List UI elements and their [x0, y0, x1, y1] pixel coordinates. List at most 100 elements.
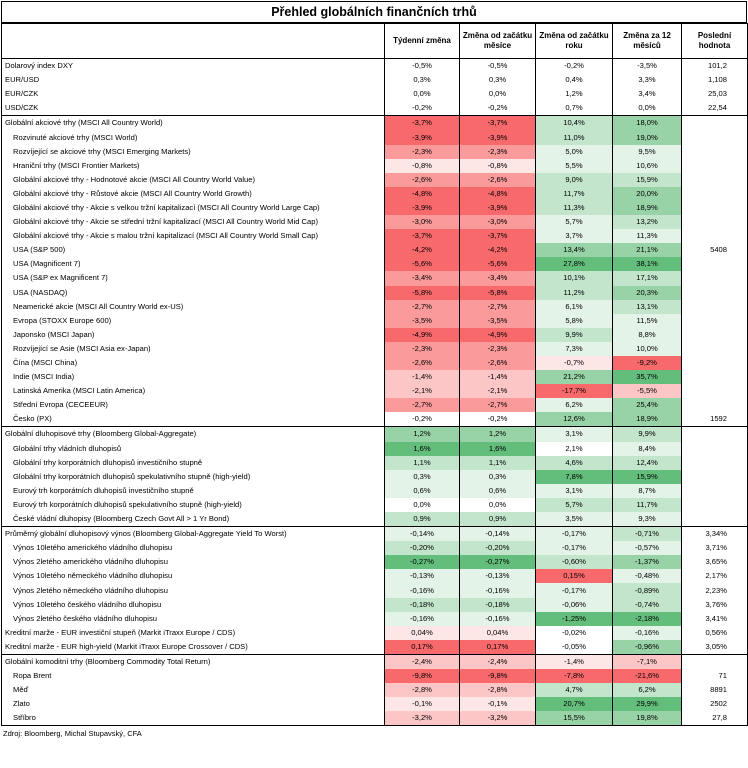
row-label: Rozvinuté akciové trhy (MSCI World): [1, 130, 385, 145]
last-value-cell: [681, 653, 748, 670]
ytd-change-cell: -17,7%: [535, 384, 613, 399]
row-label: Výnos 10letého amerického vládního dluho…: [1, 541, 385, 556]
ytd-change-cell: 6,2%: [535, 398, 613, 413]
weekly-change-cell: 0,04%: [384, 625, 460, 640]
weekly-change-cell: -0,1%: [384, 697, 460, 712]
12m-change-cell: 35,7%: [612, 370, 682, 385]
table-row: Výnos 10letého amerického vládního dluho…: [1, 541, 748, 556]
12m-change-cell: -0,71%: [612, 526, 682, 542]
table-row: České vládní dluhopisy (Bloomberg Czech …: [1, 512, 748, 527]
weekly-change-cell: -0,14%: [384, 526, 460, 542]
table-row: USA (S&P ex Magnificent 7) -3,4% -3,4% 10,1…: [1, 271, 748, 286]
table-row: Výnos 2letého českého vládního dluhopisu…: [1, 611, 748, 626]
weekly-change-cell: -3,4%: [384, 271, 460, 286]
last-value-cell: [681, 285, 748, 300]
table-row: Výnos 2letého německého vládního dluhopi…: [1, 583, 748, 598]
12m-change-cell: 18,0%: [612, 115, 682, 131]
mtd-change-cell: -3,4%: [459, 271, 536, 286]
row-label: Čína (MSCI China): [1, 355, 385, 371]
table-row: Měď -2,8% -2,8% 4,7% 6,2% 8891: [1, 683, 748, 698]
last-value-cell: [681, 341, 748, 356]
ytd-change-cell: 7,8%: [535, 469, 613, 484]
mtd-change-cell: -2,6%: [459, 172, 536, 187]
weekly-change-cell: 0,6%: [384, 483, 460, 498]
last-value-cell: [681, 271, 748, 286]
weekly-change-cell: 1,6%: [384, 441, 460, 456]
table-row: Eurový trh korporátních dluhopisů invest…: [1, 483, 748, 498]
table-row: Globální akciové trhy - Hodnotové akcie …: [1, 172, 748, 187]
table-row: USD/CZK -0,2% -0,2% 0,7% 0,0% 22,54: [1, 101, 748, 116]
weekly-change-cell: -5,8%: [384, 285, 460, 300]
last-value-cell: [681, 483, 748, 498]
weekly-change-cell: -4,2%: [384, 243, 460, 258]
row-label: Ropa Brent: [1, 669, 385, 684]
mtd-change-cell: -2,7%: [459, 299, 536, 314]
table-row: Globální akciové trhy (MSCI All Country …: [1, 115, 748, 131]
table-row: Kreditní marže - EUR investiční stupeň (…: [1, 625, 748, 640]
ytd-change-cell: 21,2%: [535, 370, 613, 385]
row-label: USA (NASDAQ): [1, 285, 385, 300]
ytd-change-cell: 0,7%: [535, 101, 613, 116]
weekly-change-cell: -0,5%: [384, 58, 460, 74]
12m-change-cell: 9,5%: [612, 144, 682, 159]
weekly-change-cell: -3,7%: [384, 115, 460, 131]
row-label: Dolarový index DXY: [1, 58, 385, 74]
ytd-change-cell: -0,2%: [535, 58, 613, 74]
table-row: Globální dluhopisové trhy (Bloomberg Glo…: [1, 426, 748, 442]
12m-change-cell: 11,7%: [612, 497, 682, 512]
12m-change-cell: 3,4%: [612, 87, 682, 102]
weekly-change-cell: -3,2%: [384, 711, 460, 727]
table-row: Globální akciové trhy - Akcie se střední…: [1, 215, 748, 230]
mtd-change-cell: -0,18%: [459, 597, 536, 612]
mtd-change-cell: -4,2%: [459, 243, 536, 258]
ytd-change-cell: 9,9%: [535, 327, 613, 342]
last-value-cell: 1,108: [681, 73, 748, 88]
row-label: Střední Evropa (CECEEUR): [1, 398, 385, 413]
table-row: Čína (MSCI China) -2,6% -2,6% -0,7% -9,2%: [1, 355, 748, 371]
mtd-change-cell: -0,16%: [459, 611, 536, 626]
header-ytd-change: Změna od začátku roku: [535, 23, 613, 59]
ytd-change-cell: 12,6%: [535, 412, 613, 427]
12m-change-cell: 25,4%: [612, 398, 682, 413]
mtd-change-cell: -0,14%: [459, 526, 536, 542]
last-value-cell: 3,34%: [681, 526, 748, 542]
table-row: Hraniční trhy (MSCI Frontier Markets) -0,…: [1, 158, 748, 173]
row-label: Kreditní marže - EUR investiční stupeň (…: [1, 625, 385, 640]
table-row: Evropa (STOXX Europe 600) -3,5% -3,5% 5,8% 1…: [1, 313, 748, 328]
table-row: Rozvinuté akciové trhy (MSCI World) -3,9%…: [1, 130, 748, 145]
12m-change-cell: -1,37%: [612, 555, 682, 570]
table-row: Globální trhy korporátních dluhopisů inv…: [1, 455, 748, 470]
last-value-cell: [681, 186, 748, 201]
last-value-cell: [681, 327, 748, 342]
row-label: Indie (MSCI India): [1, 370, 385, 385]
mtd-change-cell: -2,7%: [459, 398, 536, 413]
weekly-change-cell: -2,7%: [384, 299, 460, 314]
header-last-value: Poslední hodnota: [681, 23, 748, 59]
mtd-change-cell: 0,3%: [459, 73, 536, 88]
12m-change-cell: 8,8%: [612, 327, 682, 342]
header-label: [1, 23, 385, 59]
mtd-change-cell: -0,20%: [459, 541, 536, 556]
12m-change-cell: 29,9%: [612, 697, 682, 712]
header-weekly-change: Týdenní změna: [384, 23, 460, 59]
last-value-cell: [681, 313, 748, 328]
ytd-change-cell: 6,1%: [535, 299, 613, 314]
row-label: Globální akciové trhy - Růstové akcie (M…: [1, 186, 385, 201]
row-label: Eurový trh korporátních dluhopisů invest…: [1, 483, 385, 498]
table-row: Globální trhy korporátních dluhopisů spe…: [1, 469, 748, 484]
12m-change-cell: 8,7%: [612, 483, 682, 498]
last-value-cell: [681, 229, 748, 244]
row-label: Globální akciové trhy - Akcie s malou tr…: [1, 229, 385, 244]
last-value-cell: [681, 441, 748, 456]
row-label: Globální akciové trhy - Hodnotové akcie …: [1, 172, 385, 187]
last-value-cell: [681, 158, 748, 173]
ytd-change-cell: 0,4%: [535, 73, 613, 88]
mtd-change-cell: -1,4%: [459, 370, 536, 385]
row-label: EUR/USD: [1, 73, 385, 88]
table-row: Globální akciové trhy - Akcie s malou tr…: [1, 229, 748, 244]
mtd-change-cell: -2,1%: [459, 384, 536, 399]
ytd-change-cell: -1,4%: [535, 653, 613, 670]
table-row: Latinská Amerika (MSCI Latin America) -2,…: [1, 384, 748, 399]
weekly-change-cell: -3,9%: [384, 200, 460, 216]
12m-change-cell: 3,3%: [612, 73, 682, 88]
